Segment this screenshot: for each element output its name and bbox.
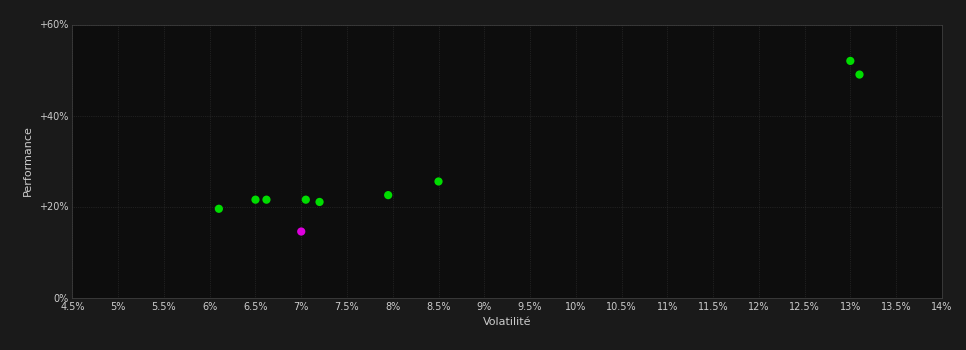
Point bbox=[842, 58, 858, 64]
Point bbox=[259, 197, 274, 202]
Point bbox=[312, 199, 327, 205]
Point bbox=[247, 197, 263, 202]
Point bbox=[294, 229, 309, 234]
Point bbox=[852, 72, 867, 77]
X-axis label: Volatilité: Volatilité bbox=[483, 317, 531, 327]
Point bbox=[381, 193, 396, 198]
Point bbox=[431, 179, 446, 184]
Point bbox=[298, 197, 314, 202]
Point bbox=[212, 206, 227, 211]
Y-axis label: Performance: Performance bbox=[23, 126, 33, 196]
